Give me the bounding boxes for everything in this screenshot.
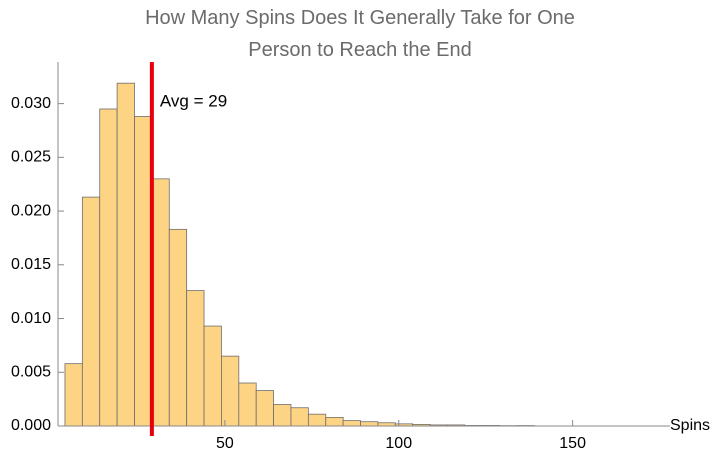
avg-label: Avg = 29 <box>160 91 227 110</box>
y-tick-label: 0.015 <box>11 256 51 273</box>
bar <box>168 228 188 427</box>
bar <box>151 178 170 427</box>
bar <box>134 116 153 427</box>
bar <box>221 355 240 427</box>
bar <box>238 382 257 427</box>
y-tick-label: 0.010 <box>11 310 51 327</box>
x-tick-label: 100 <box>385 435 412 452</box>
bar <box>290 407 309 427</box>
y-tick-label: 0.005 <box>11 363 51 380</box>
bar <box>307 413 327 427</box>
bar <box>255 390 274 427</box>
bar <box>186 290 205 427</box>
chart-title: How Many Spins Does It Generally Take fo… <box>145 7 575 61</box>
bar <box>325 417 344 427</box>
bar <box>203 325 222 427</box>
y-tick-label: 0.025 <box>11 149 51 166</box>
bar <box>360 421 379 427</box>
y-tick-label: 0.020 <box>11 202 51 219</box>
bar <box>116 82 135 427</box>
bar <box>81 196 101 427</box>
x-axis-label: Spins <box>670 417 710 434</box>
bar <box>99 108 118 427</box>
bar <box>273 404 292 427</box>
bar <box>64 363 83 427</box>
x-tick-label: 150 <box>559 435 586 452</box>
x-tick-label: 50 <box>216 435 234 452</box>
y-tick-label: 0.030 <box>11 95 51 112</box>
y-tick-label: 0.000 <box>11 417 51 434</box>
bar <box>342 420 361 427</box>
